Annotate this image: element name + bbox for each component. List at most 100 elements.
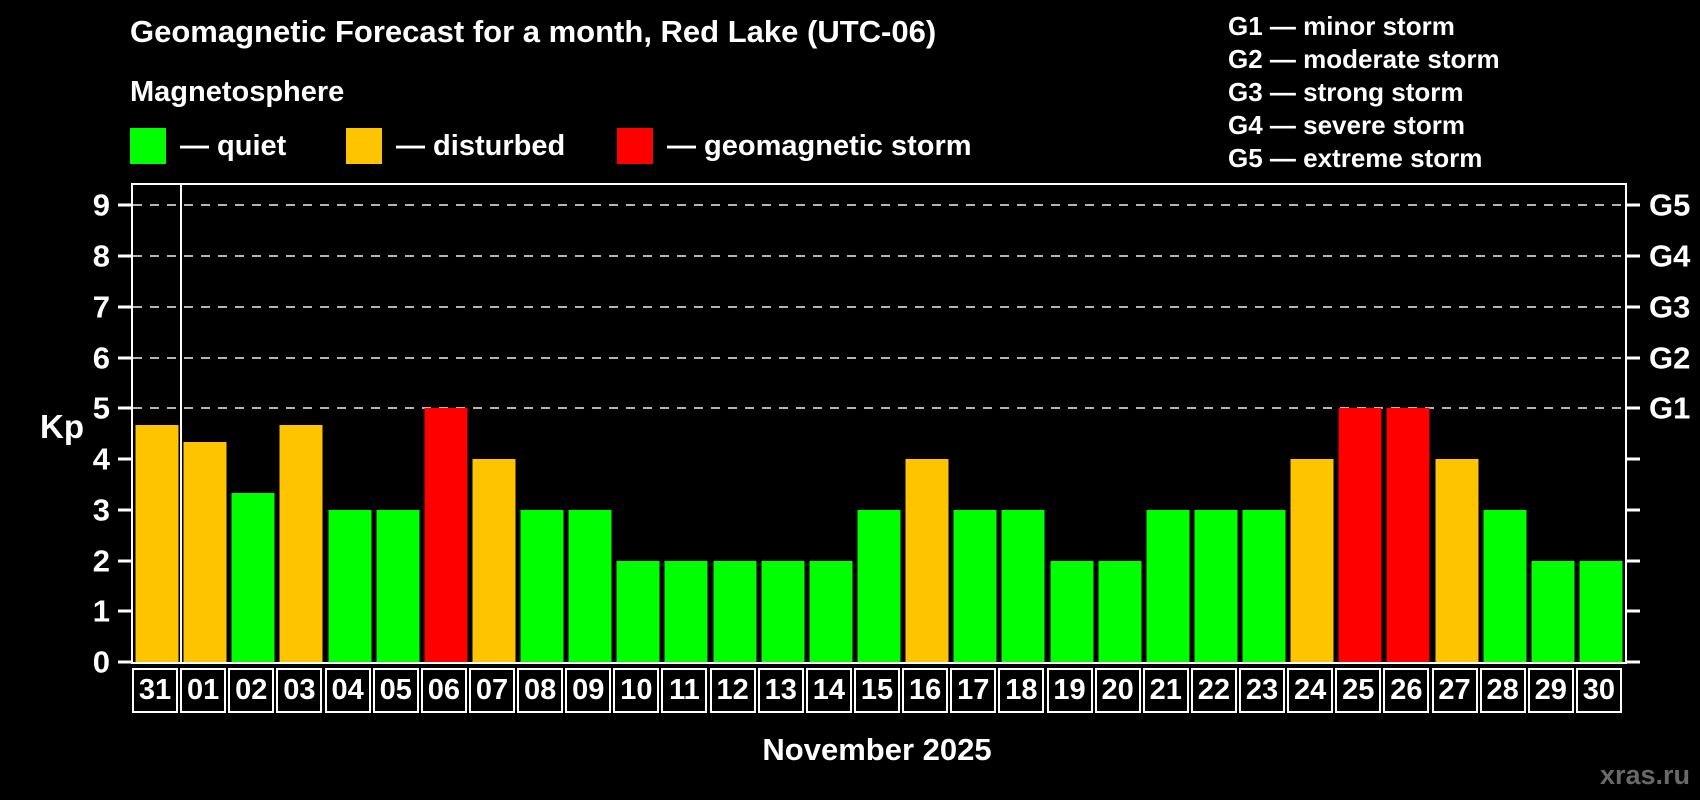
day-label-11: 11	[661, 668, 708, 713]
legend-label-storm: — geomagnetic storm	[667, 129, 972, 162]
day-label-25: 25	[1335, 668, 1382, 713]
legend-label-quiet: — quiet	[180, 129, 287, 162]
day-label-05: 05	[372, 668, 419, 713]
day-label-21: 21	[1142, 668, 1189, 713]
day-label-23: 23	[1239, 668, 1286, 713]
day-label-12: 12	[709, 668, 756, 713]
day-label-28: 28	[1479, 668, 1526, 713]
y-tick-left-9	[118, 203, 133, 207]
day-label-04: 04	[324, 668, 371, 713]
day-label-16: 16	[902, 668, 949, 713]
bar-day-17	[953, 509, 997, 662]
y-tick-left-4	[118, 457, 133, 461]
day-label-08: 08	[517, 668, 564, 713]
y-tick-left-2	[118, 559, 133, 563]
plot-area: 0 1 2 3 4 5 6 7 8 9 G1 G2 G3 G4 G5	[93, 183, 1690, 678]
bar-day-28	[1483, 509, 1527, 662]
bar-day-18	[1001, 509, 1045, 662]
day-label-10: 10	[613, 668, 660, 713]
day-label-15: 15	[854, 668, 900, 713]
y-tick-left-3	[118, 508, 133, 512]
y-tick-right-2	[1625, 559, 1640, 563]
y-tick-right-7	[1625, 305, 1640, 309]
bar-day-03	[279, 425, 323, 662]
g-scale-legend: G1 — minor storm G2 — moderate storm G3 …	[1228, 10, 1500, 175]
y-tick-left-0	[118, 660, 133, 664]
day-label-18: 18	[998, 668, 1045, 713]
bar-day-22	[1194, 509, 1238, 662]
bar-day-27	[1435, 459, 1479, 662]
day-label-22: 22	[1190, 668, 1237, 713]
y-tick-right-9	[1625, 203, 1640, 207]
bar-day-26	[1386, 408, 1430, 662]
g-legend-line-g2: G2 — moderate storm	[1228, 44, 1500, 74]
y-tick-right-0	[1625, 660, 1640, 664]
quiet-swatch-icon	[130, 128, 166, 164]
day-label-27: 27	[1431, 668, 1478, 713]
bar-day-12	[713, 560, 757, 662]
bar-day-30	[1579, 560, 1623, 662]
day-label-03: 03	[276, 668, 323, 713]
g-legend-line-g4: G4 — severe storm	[1228, 110, 1466, 140]
bar-day-05	[376, 509, 420, 662]
y-tick-left-6	[118, 356, 133, 360]
month-boundary-line	[180, 185, 183, 662]
day-label-19: 19	[1046, 668, 1093, 713]
y-tick-label-1: 1	[92, 593, 110, 629]
y-tick-label-0: 0	[92, 644, 110, 680]
g-legend-line-g5: G5 — extreme storm	[1228, 143, 1483, 173]
bar-day-13	[761, 560, 805, 662]
storm-swatch-icon	[617, 128, 653, 164]
y-tick-left-8	[118, 254, 133, 258]
day-label-24: 24	[1287, 668, 1334, 713]
disturbed-swatch-icon	[346, 128, 382, 164]
day-label-29: 29	[1527, 668, 1574, 713]
gridline-kp-6	[133, 356, 1625, 359]
y-tick-label-3: 3	[92, 492, 110, 528]
bar-day-16	[905, 459, 949, 662]
x-axis-day-labels: 31 01 02 03 04 05 06 07 08 09 10 11 12 13 14 15 16 17 18 19…	[131, 668, 1623, 715]
right-axis-label-g3: G3	[1649, 289, 1691, 325]
gridline-kp-8	[133, 255, 1625, 258]
bar-day-20	[1098, 560, 1142, 662]
page-title: Geomagnetic Forecast for a month, Red La…	[130, 14, 937, 49]
day-label-30: 30	[1575, 668, 1622, 713]
day-label-01: 01	[180, 668, 227, 713]
day-label-06: 06	[420, 668, 467, 713]
bar-day-09	[568, 509, 612, 662]
y-tick-left-5	[118, 406, 133, 410]
y-tick-left-1	[118, 609, 133, 613]
y-tick-label-8: 8	[92, 238, 110, 274]
gridline-kp-9	[133, 204, 1625, 207]
y-tick-right-4	[1625, 457, 1640, 461]
day-label-02: 02	[228, 668, 275, 713]
day-label-20: 20	[1094, 668, 1141, 713]
bar-day-19	[1050, 560, 1094, 662]
y-tick-right-6	[1625, 356, 1640, 360]
y-tick-right-3	[1625, 508, 1640, 512]
day-label-07: 07	[468, 668, 515, 713]
y-tick-right-1	[1625, 609, 1640, 613]
watermark: xras.ru	[1599, 760, 1690, 790]
right-axis-label-g4: G4	[1649, 238, 1691, 274]
day-label-31: 31	[132, 668, 179, 713]
day-label-26: 26	[1383, 668, 1430, 713]
day-label-13: 13	[757, 668, 804, 713]
day-label-14: 14	[805, 668, 852, 713]
y-axis-label: Kp	[40, 408, 84, 445]
bar-day-14	[809, 560, 853, 662]
bar-day-04	[328, 509, 372, 662]
bar-day-02	[231, 493, 275, 662]
bar-day-29	[1531, 560, 1575, 662]
bar-day-23	[1242, 509, 1286, 662]
y-tick-label-5: 5	[92, 390, 110, 426]
bar-day-24	[1290, 459, 1334, 662]
y-tick-label-6: 6	[92, 340, 110, 376]
right-axis-label-g5: G5	[1649, 187, 1691, 223]
subtitle-magnetosphere: Magnetosphere	[130, 76, 345, 108]
y-tick-label-9: 9	[92, 187, 110, 223]
day-label-09: 09	[565, 668, 612, 713]
bar-day-10	[616, 560, 660, 662]
y-tick-right-8	[1625, 254, 1640, 258]
y-tick-right-5	[1625, 406, 1640, 410]
